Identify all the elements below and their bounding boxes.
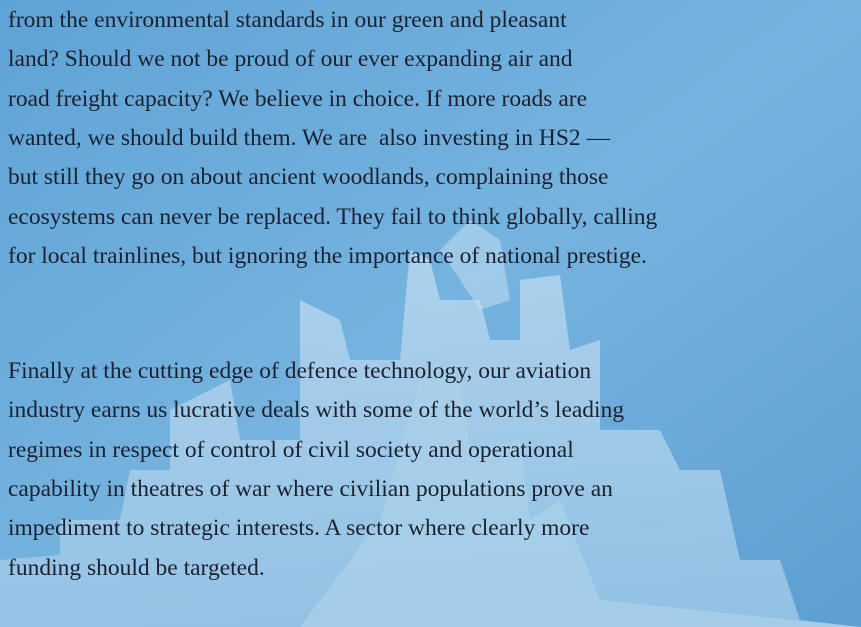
text-line: industry earns us lucrative deals with s… [8,395,624,425]
document-body: from the environmental standards in our … [0,0,861,627]
text-line: road freight capacity? We believe in cho… [8,84,587,114]
text-line: impediment to strategic interests. A sec… [8,513,589,543]
text-line: wanted, we should build them. We are als… [8,123,610,153]
text-line: capability in theatres of war where civi… [8,474,613,504]
text-line: land? Should we not be proud of our ever… [8,44,573,74]
text-line: regimes in respect of control of civil s… [8,435,574,465]
text-line: Finally at the cutting edge of defence t… [8,356,591,386]
text-line: ecosystems can never be replaced. They f… [8,202,657,232]
text-line: funding should be targeted. [8,553,265,583]
text-line: for local trainlines, but ignoring the i… [8,241,647,271]
text-line: but still they go on about ancient woodl… [8,162,608,192]
text-line: from the environmental standards in our … [8,5,567,35]
page: from the environmental standards in our … [0,0,861,627]
